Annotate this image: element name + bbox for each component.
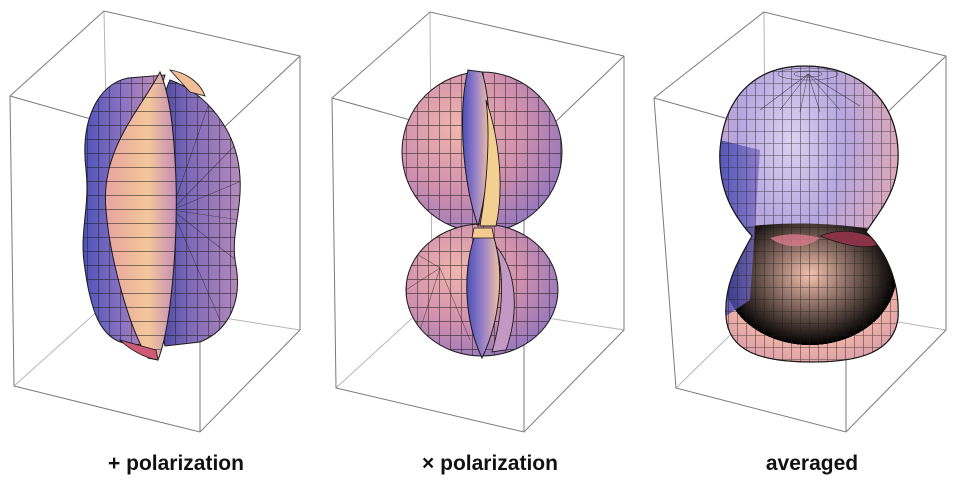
- plus-lobe-surface: [82, 69, 241, 361]
- plus-polarization-caption: + polarization: [108, 452, 244, 475]
- averaged-lobe-surface: [719, 65, 899, 363]
- cross-polarization-caption: × polarization: [422, 452, 558, 475]
- cross-polarization-panel: [331, 11, 625, 433]
- plus-polarization-panel: [9, 10, 301, 433]
- averaged-caption: averaged: [765, 452, 859, 475]
- cross-lobe-surface: [401, 69, 563, 360]
- averaged-panel: [653, 11, 947, 433]
